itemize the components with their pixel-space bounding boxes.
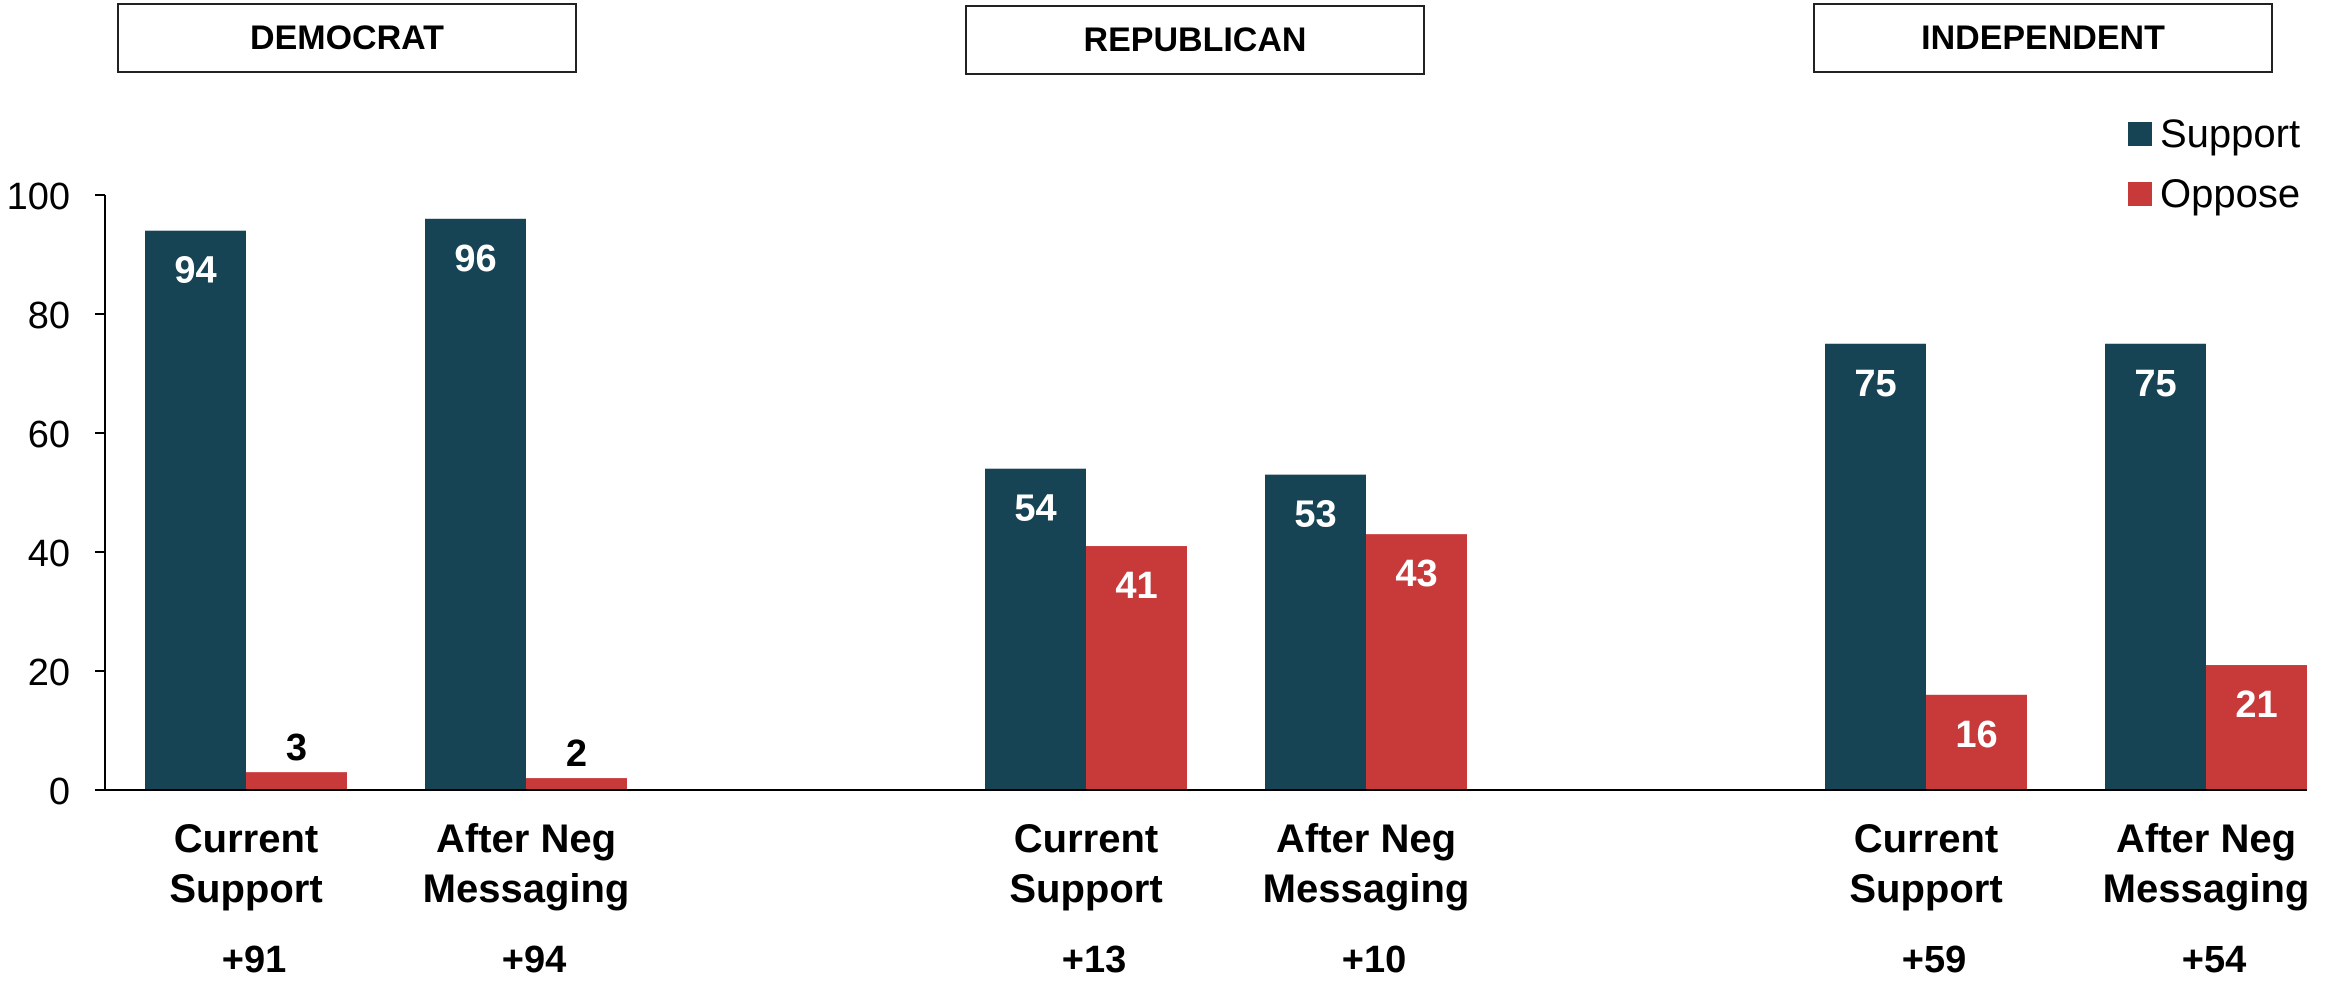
data-label-support: 53 [1294,494,1336,536]
legend-swatch-oppose [2128,182,2152,206]
bar-oppose [1366,534,1467,790]
category-label-line2: Support [1849,867,2002,911]
data-label-oppose: 43 [1395,553,1437,595]
bar-support [145,230,246,790]
category-label-line1: After Neg [1276,817,1456,861]
data-label-oppose: 21 [2235,684,2277,726]
group-title-independent: INDEPENDENT [1813,3,2273,73]
bar-oppose [1926,694,2027,790]
legend-item-oppose: Oppose [2128,164,2300,224]
category-label-line2: Messaging [2103,867,2310,911]
category-label-line2: Support [169,867,322,911]
data-label-support: 54 [1014,488,1056,530]
category-label-line1: Current [174,817,318,861]
legend-swatch-support [2128,122,2152,146]
group-title-republican: REPUBLICAN [965,5,1425,75]
data-label-support: 75 [1854,363,1896,405]
category-label-line2: Support [1009,867,1162,911]
category-label-line1: Current [1854,817,1998,861]
bar-support [2105,343,2206,790]
bar-oppose [2206,665,2307,790]
bar-oppose [1086,546,1187,790]
data-label-oppose: 16 [1955,714,1997,756]
bar-support [425,218,526,791]
bar-oppose [246,772,347,790]
category-label-line1: After Neg [436,817,616,861]
y-tick-label: 40 [28,533,70,575]
net-label: +13 [1062,939,1126,981]
group-title-democrat: DEMOCRAT [117,3,577,73]
data-label-support: 75 [2134,363,2176,405]
category-label-line2: Messaging [423,867,630,911]
y-tick-label: 0 [49,771,70,813]
data-label-oppose: 3 [286,727,307,769]
y-tick-label: 20 [28,652,70,694]
y-tick-label: 80 [28,295,70,337]
bar-support [985,468,1086,790]
category-label-line2: Messaging [1263,867,1470,911]
net-label: +94 [502,939,566,981]
net-label: +91 [222,939,286,981]
bar-oppose [526,778,627,790]
net-label: +10 [1342,939,1406,981]
y-tick-label: 60 [28,414,70,456]
category-label-line1: After Neg [2116,817,2296,861]
legend-label-support: Support [2160,111,2301,156]
y-tick-label: 100 [7,176,70,218]
data-label-support: 94 [174,250,216,292]
data-label-oppose: 41 [1115,565,1157,607]
net-label: +54 [2182,939,2246,981]
category-label-line1: Current [1014,817,1158,861]
legend-item-support: Support [2128,104,2300,164]
legend-label-oppose: Oppose [2160,171,2301,216]
data-label-support: 96 [454,238,496,280]
net-label: +59 [1902,939,1966,981]
data-label-oppose: 2 [566,733,587,775]
legend: Support Oppose [2128,104,2300,224]
bar-support [1265,474,1366,790]
bar-support [1825,343,1926,790]
